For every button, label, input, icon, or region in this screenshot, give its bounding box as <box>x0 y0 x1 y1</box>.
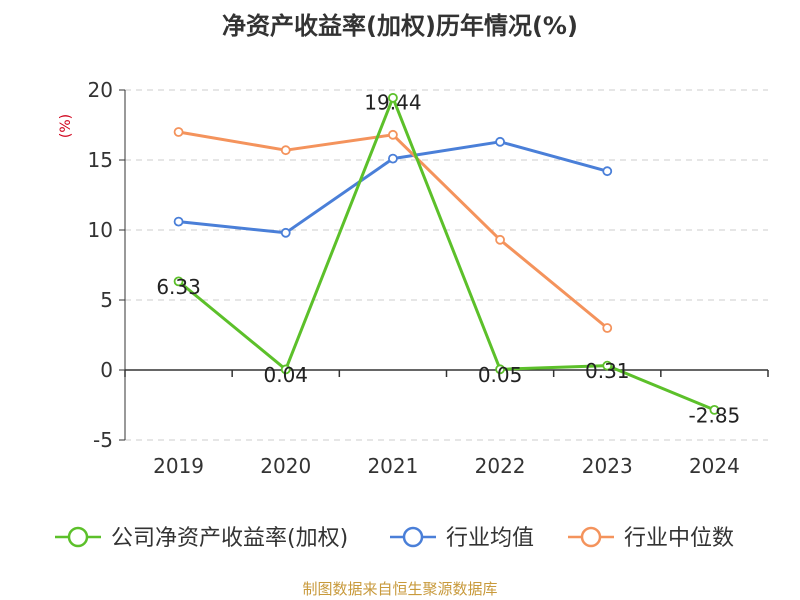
y-axis-unit: (%) <box>58 114 74 138</box>
data-point[interactable] <box>173 276 184 287</box>
legend-marker-icon <box>67 526 89 548</box>
legend-marker-icon <box>402 526 424 548</box>
grid-lines <box>125 89 768 441</box>
y-tick-label: 20 <box>88 78 113 102</box>
legend-item-0[interactable]: 公司净资产收益率(加权) <box>55 526 348 551</box>
data-point[interactable] <box>495 234 505 245</box>
data-point[interactable] <box>709 404 720 415</box>
x-tick-label: 2024 <box>689 454 740 478</box>
data-point[interactable] <box>388 92 398 103</box>
data-point[interactable] <box>602 360 613 371</box>
data-point[interactable] <box>280 364 291 375</box>
data-label: -2.85 <box>689 403 741 427</box>
legend-label: 公司净资产收益率(加权) <box>111 526 348 551</box>
x-tick-label: 2020 <box>260 454 311 478</box>
legend-item-2[interactable]: 行业中位数 <box>568 526 734 551</box>
data-point[interactable] <box>602 166 613 177</box>
data-point[interactable] <box>280 145 291 156</box>
data-label: 0.05 <box>478 363 523 387</box>
legend-marker-icon <box>580 526 602 548</box>
data-labels: 6.33 0.04 19.44 0.05 0.31 -2.85 <box>156 90 740 427</box>
x-tick-label: 2019 <box>153 454 204 478</box>
data-point[interactable] <box>173 216 184 227</box>
source-note: 制图数据来自恒生聚源数据库 <box>302 580 498 598</box>
data-point[interactable] <box>388 153 398 164</box>
data-point[interactable] <box>495 136 505 147</box>
chart-title: 净资产收益率(加权)历年情况(%) <box>222 12 578 40</box>
y-tick-label: 5 <box>100 288 113 312</box>
series-line-0 <box>177 96 715 412</box>
legend-label: 行业中位数 <box>624 526 734 551</box>
data-label: 0.04 <box>263 363 308 387</box>
data-point[interactable] <box>388 129 398 140</box>
data-label: 6.33 <box>156 275 201 299</box>
x-tick-label: 2023 <box>582 454 633 478</box>
data-point[interactable] <box>602 323 613 333</box>
y-tick-label: 15 <box>88 148 113 172</box>
x-tick-label: 2021 <box>367 454 418 478</box>
data-label: 0.31 <box>585 359 630 383</box>
data-point[interactable] <box>495 364 505 375</box>
axes: 20 15 10 5 0 -5 (%) 2019 2020 2021 2022 2023 2024 <box>58 78 769 478</box>
legend-item-1[interactable]: 行业均值 <box>390 526 534 551</box>
legend-label: 行业均值 <box>446 526 534 551</box>
legend[interactable]: 公司净资产收益率(加权) 行业均值 行业中位数 <box>55 526 734 551</box>
x-tick-label: 2022 <box>475 454 526 478</box>
series-lines <box>173 92 720 415</box>
y-tick-label: 10 <box>88 218 113 242</box>
data-point[interactable] <box>280 227 291 238</box>
y-tick-label: 0 <box>100 358 113 382</box>
y-tick-label: -5 <box>93 428 113 452</box>
data-label: 19.44 <box>364 90 421 114</box>
data-point[interactable] <box>173 127 184 137</box>
